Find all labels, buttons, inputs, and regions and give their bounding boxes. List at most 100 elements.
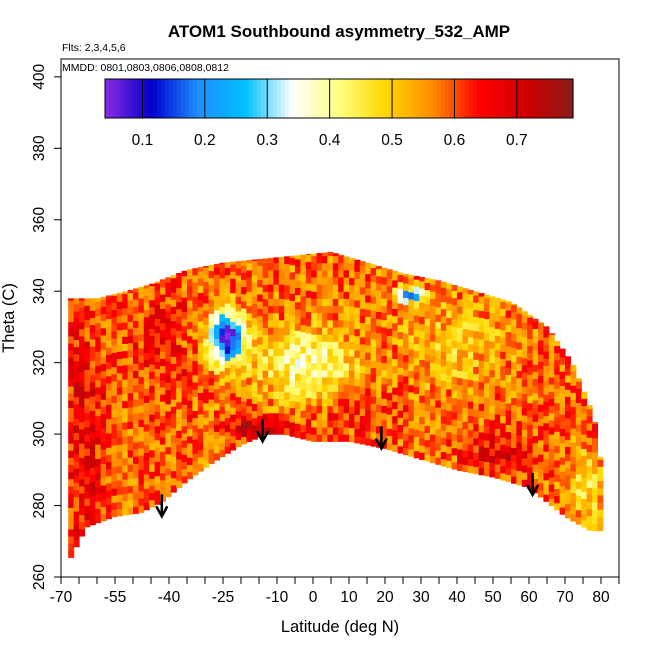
heatmap-cell — [554, 459, 561, 468]
heatmap-cell — [273, 284, 280, 292]
heatmap-cell — [516, 470, 523, 479]
heatmap-cell — [68, 328, 75, 337]
heatmap-cell — [79, 478, 85, 487]
heatmap-cell — [197, 270, 204, 279]
heatmap-cell — [203, 345, 210, 354]
heatmap-cell — [214, 274, 220, 282]
heatmap-cell — [548, 405, 555, 414]
heatmap-cell — [95, 379, 102, 388]
heatmap-cell — [133, 491, 139, 500]
heatmap-cell — [392, 294, 399, 302]
heatmap-cell — [597, 466, 604, 474]
heatmap-cell — [532, 371, 539, 379]
y-tick-label: 360 — [31, 206, 48, 232]
heatmap-cell — [370, 338, 377, 347]
heatmap-cell — [386, 306, 393, 315]
heatmap-cell — [160, 308, 166, 317]
heatmap-cell — [203, 460, 210, 468]
heatmap-cell — [230, 364, 237, 372]
heatmap-cell — [527, 481, 534, 489]
heatmap-cell — [73, 446, 80, 455]
heatmap-cell — [548, 341, 555, 349]
heatmap-cell — [489, 469, 496, 478]
heatmap-cell — [197, 449, 204, 458]
heatmap-cell — [413, 343, 420, 352]
colorbar-swatch — [473, 79, 478, 118]
heatmap-cell — [586, 472, 593, 481]
heatmap-cell — [235, 367, 242, 376]
heatmap-cell — [397, 317, 404, 325]
heatmap-cell — [392, 315, 399, 324]
heatmap-cell — [192, 353, 199, 362]
colorbar-swatch — [133, 79, 138, 118]
heatmap-cell — [376, 275, 382, 284]
heatmap-cell — [424, 325, 431, 333]
heatmap-cell — [408, 441, 415, 450]
heatmap-cell — [349, 291, 355, 300]
heatmap-cell — [133, 484, 139, 493]
heatmap-cell — [116, 451, 123, 460]
heatmap-cell — [494, 385, 501, 394]
heatmap-cell — [127, 356, 134, 365]
heatmap-cell — [300, 431, 307, 440]
heatmap-cell — [187, 328, 193, 337]
heatmap-cell — [538, 361, 544, 369]
heatmap-cell — [489, 326, 496, 335]
heatmap-cell — [424, 425, 431, 433]
heatmap-cell — [311, 284, 318, 292]
colorbar-swatch — [569, 79, 574, 118]
heatmap-cell — [386, 269, 393, 272]
heatmap-cell — [365, 402, 372, 410]
heatmap-cell — [597, 494, 604, 503]
heatmap-cell — [176, 394, 183, 403]
heatmap-cell — [370, 396, 377, 404]
heatmap-cell — [235, 432, 242, 440]
heatmap-cell — [332, 253, 339, 257]
heatmap-cell — [79, 400, 85, 408]
heatmap-cell — [327, 412, 334, 421]
heatmap-cell — [365, 373, 372, 382]
heatmap-cell — [516, 363, 523, 372]
heatmap-cell — [111, 452, 118, 461]
heatmap-cell — [338, 262, 345, 271]
heatmap-cell — [257, 258, 264, 266]
heatmap-cell — [532, 478, 539, 487]
heatmap-cell — [100, 442, 107, 450]
heatmap-cell — [322, 362, 328, 371]
heatmap-cell — [511, 447, 517, 456]
heatmap-cell — [446, 295, 453, 304]
heatmap-cell — [197, 420, 204, 429]
heatmap-cell — [554, 416, 561, 425]
heatmap-cell — [392, 379, 399, 388]
heatmap-cell — [154, 382, 161, 391]
heatmap-cell — [489, 405, 496, 414]
heatmap-cell — [516, 420, 523, 429]
heatmap-cell — [332, 262, 339, 271]
heatmap-cell — [305, 282, 312, 291]
heatmap-cell — [435, 378, 442, 387]
heatmap-cell — [311, 376, 318, 385]
heatmap-cell — [165, 453, 172, 462]
heatmap-cell — [435, 280, 442, 287]
heatmap-cell — [111, 373, 118, 382]
heatmap-cell — [505, 310, 512, 318]
heatmap-cell — [133, 506, 139, 514]
heatmap-cell — [392, 329, 399, 338]
heatmap-cell — [295, 315, 301, 324]
heatmap-cell — [338, 419, 345, 428]
heatmap-cell — [127, 342, 134, 351]
heatmap-cell — [187, 321, 193, 330]
heatmap-cell — [305, 354, 312, 363]
heatmap-cell — [170, 306, 177, 314]
heatmap-cell — [392, 301, 399, 310]
heatmap-cell — [446, 445, 453, 454]
colorbar-swatch — [125, 79, 130, 118]
heatmap-cell — [95, 429, 102, 438]
heatmap-cell — [289, 307, 296, 316]
heatmap-cell — [548, 333, 555, 335]
heatmap-cell — [106, 454, 112, 463]
heatmap-cell — [527, 438, 534, 447]
heatmap-cell — [586, 422, 593, 431]
colorbar-swatch — [197, 79, 202, 118]
heatmap-cell — [500, 422, 507, 431]
